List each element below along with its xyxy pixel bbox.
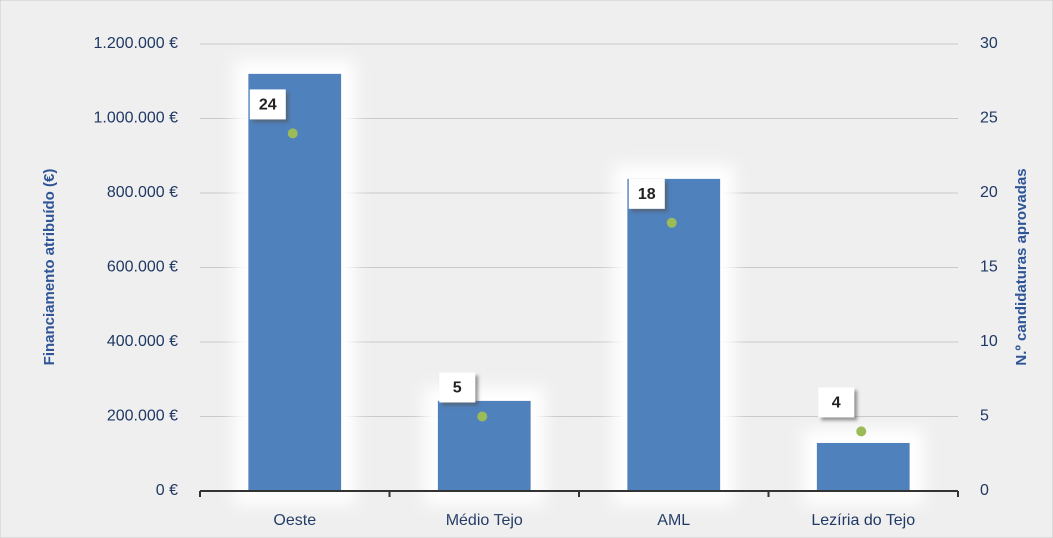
y2-axis-title: N.º candidaturas aprovadas <box>1013 168 1030 365</box>
y2-tick-label: 20 <box>980 184 998 201</box>
data-label: 18 <box>628 178 665 209</box>
y2-tick-label: 15 <box>980 259 998 276</box>
y-axis-title: Financiamento atribuído (€) <box>41 169 58 366</box>
data-label: 4 <box>818 387 855 418</box>
y2-tick-label: 25 <box>980 110 998 127</box>
y2-tick-label: 5 <box>980 408 989 425</box>
bar <box>816 442 910 491</box>
data-label-text: 24 <box>259 97 277 114</box>
y-tick-label: 600.000 € <box>107 259 178 276</box>
x-tick-label: Médio Tejo <box>446 512 523 529</box>
point <box>287 128 298 139</box>
y-tick-label: 200.000 € <box>107 408 178 425</box>
data-label-text: 5 <box>453 380 462 397</box>
y2-tick-label: 10 <box>980 333 998 350</box>
y-tick-label: 0 € <box>156 482 178 499</box>
y-tick-label: 400.000 € <box>107 333 178 350</box>
x-tick-label: AML <box>657 512 690 529</box>
x-tick-label: Lezíria do Tejo <box>811 512 915 529</box>
x-tick-label: Oeste <box>273 512 316 529</box>
y-tick-label: 1.000.000 € <box>93 110 178 127</box>
y2-tick-label: 30 <box>980 35 998 52</box>
y-tick-label: 1.200.000 € <box>93 35 178 52</box>
data-label-text: 18 <box>638 186 656 203</box>
data-label-box <box>249 89 286 120</box>
point <box>477 411 488 422</box>
point <box>856 426 867 437</box>
data-label-text: 4 <box>832 395 841 412</box>
point <box>666 217 677 228</box>
data-label-box <box>439 372 476 403</box>
data-label: 24 <box>249 89 286 120</box>
data-label: 5 <box>439 372 476 403</box>
y-tick-label: 800.000 € <box>107 184 178 201</box>
bar <box>627 178 721 491</box>
data-label-box <box>628 178 665 209</box>
bar <box>248 73 342 492</box>
y2-tick-label: 0 <box>980 482 989 499</box>
data-label-box <box>818 387 855 418</box>
